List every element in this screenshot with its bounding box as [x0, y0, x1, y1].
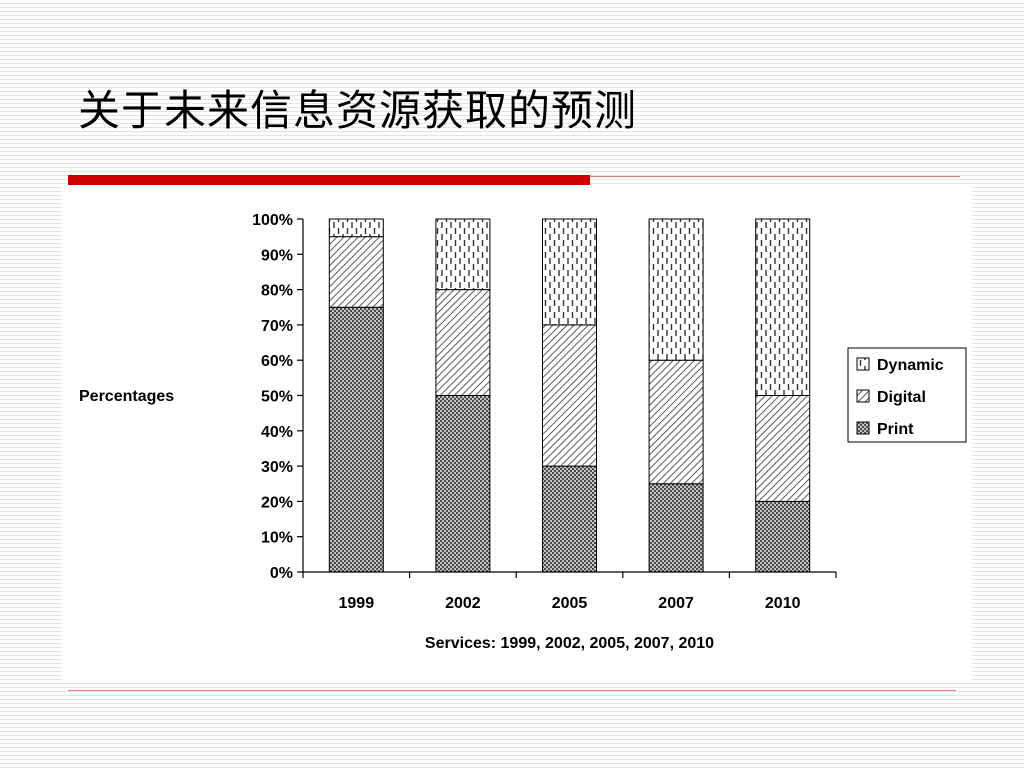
title-accent-bar [68, 175, 590, 185]
legend-swatch-digital [856, 389, 870, 403]
y-tick-label: 50% [261, 389, 293, 406]
bar-dynamic-2002 [435, 218, 491, 291]
legend-label-print: Print [877, 421, 914, 438]
legend-swatch-print [856, 421, 870, 435]
legend-label-digital: Digital [877, 389, 926, 406]
footer-divider-line [68, 690, 956, 691]
y-tick-label: 30% [261, 459, 293, 476]
bar-print-2010 [755, 500, 811, 573]
x-tick-label: 2005 [552, 595, 588, 612]
x-tick-label: 2010 [765, 595, 801, 612]
bar-dynamic-1999 [328, 218, 384, 238]
x-tick-label: 2007 [658, 595, 694, 612]
bar-digital-2010 [755, 395, 811, 502]
title-divider-line [590, 176, 960, 177]
y-tick-label: 80% [261, 283, 293, 300]
bar-digital-1999 [328, 236, 384, 308]
y-tick-label: 20% [261, 494, 293, 511]
bar-dynamic-2005 [542, 218, 597, 326]
y-tick-label: 70% [261, 318, 293, 335]
y-axis-title: Percentages [79, 388, 174, 405]
bar-digital-2007 [648, 359, 704, 485]
bar-digital-2002 [435, 289, 491, 396]
y-tick-label: 0% [270, 565, 293, 582]
chart-panel: 0% 10% 20% 30% 40% 50% 60% 70% 80% 90% 100% 1999 200… [62, 186, 972, 680]
bar-dynamic-2007 [648, 218, 704, 361]
bar-dynamic-2010 [755, 218, 811, 396]
x-tick-label: 2002 [445, 595, 481, 612]
x-axis-title: Services: 1999, 2002, 2005, 2007, 2010 [425, 635, 714, 652]
y-tick-label: 40% [261, 424, 293, 441]
bar-digital-2005 [542, 324, 597, 467]
legend-label-dynamic: Dynamic [877, 357, 944, 374]
stacked-bar-chart: 0% 10% 20% 30% 40% 50% 60% 70% 80% 90% 100% 1999 200… [79, 212, 967, 652]
y-tick-label: 10% [261, 530, 293, 547]
y-tick-label: 100% [252, 212, 293, 229]
bar-print-2007 [648, 483, 704, 573]
bar-print-2005 [542, 465, 597, 573]
bar-print-2002 [435, 395, 491, 573]
y-tick-label: 90% [261, 247, 293, 264]
y-tick-label: 60% [261, 353, 293, 370]
slide-title: 关于未来信息资源获取的预测 [78, 86, 638, 135]
bar-print-1999 [328, 306, 384, 573]
x-tick-label: 1999 [339, 595, 375, 612]
legend-swatch-dynamic [856, 357, 870, 371]
